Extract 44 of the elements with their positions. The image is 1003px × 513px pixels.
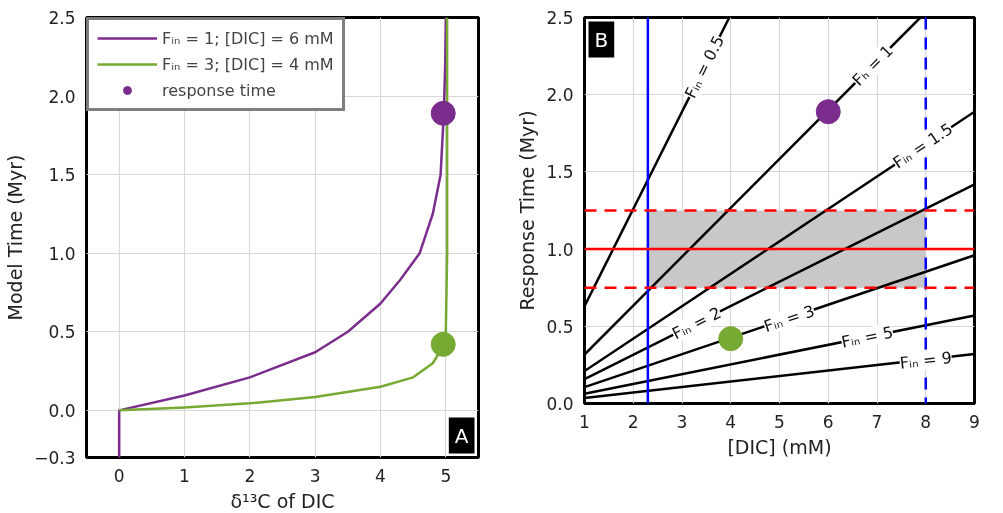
annotation: B: [594, 27, 609, 52]
x-tick-label: 2: [627, 411, 639, 432]
y-tick-label: 2.0: [546, 85, 574, 106]
x-tick-label: 9: [969, 411, 980, 432]
annotation: Fᵢₙ = 5: [839, 322, 895, 352]
annotation: Fᵢₙ = 3: [761, 301, 818, 336]
annotation: Fᵢₙ = 9: [898, 347, 953, 373]
y-tick-label: 1.5: [546, 162, 574, 183]
y-tick-label: 1.0: [546, 239, 574, 260]
x-tick-label: 4: [725, 411, 737, 432]
x-axis-title: [DIC] (mM): [727, 435, 832, 458]
x-axis-title: δ¹³C of DIC: [230, 489, 335, 512]
y-tick-label: 2.0: [48, 86, 76, 107]
annotation: Fᵢₙ = 0.5: [680, 32, 729, 102]
y-tick-label: 0.5: [546, 316, 574, 337]
y-tick-label: 0.0: [546, 394, 574, 414]
y-tick-label: 1.5: [48, 165, 76, 186]
legend-label: Fᵢₙ = 1; [DIC] = 6 mM: [162, 28, 334, 48]
y-tick-label: 2.5: [546, 8, 574, 28]
x-tick-label: 5: [774, 411, 785, 432]
x-tick-label: 0: [113, 465, 125, 486]
x-tick-label: 5: [440, 465, 452, 486]
x-tick-label: 3: [676, 411, 688, 432]
x-tick-label: 3: [309, 465, 321, 486]
x-tick-label: 1: [579, 411, 590, 432]
y-tick-label: −0.3: [34, 448, 76, 468]
x-tick-label: 7: [871, 411, 883, 432]
x-tick-label: 6: [822, 411, 834, 432]
annotation: Fᵢₙ = 2: [669, 303, 725, 344]
x-tick-label: 8: [920, 411, 932, 432]
y-tick-label: 0.0: [48, 400, 76, 421]
y-tick-label: 1.0: [48, 243, 76, 264]
y-axis-title: Response Time (Myr): [516, 110, 539, 311]
y-tick-label: 0.5: [48, 322, 76, 343]
legend-label: Fᵢₙ = 3; [DIC] = 4 mM: [162, 54, 334, 74]
x-tick-label: 2: [244, 465, 256, 486]
legend-label: response time: [162, 80, 276, 100]
y-axis-title: Model Time (Myr): [4, 154, 27, 321]
annotation: A: [454, 423, 469, 448]
y-tick-label: 2.5: [48, 8, 76, 28]
x-tick-label: 4: [375, 465, 386, 486]
x-tick-label: 1: [179, 465, 190, 486]
annotation: Fᵢₙ = 1.5: [889, 119, 957, 173]
annotation: Fₕ = 1: [848, 41, 897, 90]
